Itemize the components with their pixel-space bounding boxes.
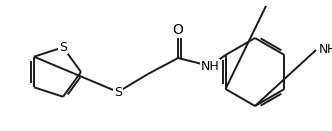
Text: S: S (114, 86, 122, 99)
Text: O: O (173, 23, 184, 37)
Text: S: S (59, 41, 67, 54)
Text: NH$_2$: NH$_2$ (318, 42, 332, 58)
Text: NH: NH (201, 59, 219, 72)
